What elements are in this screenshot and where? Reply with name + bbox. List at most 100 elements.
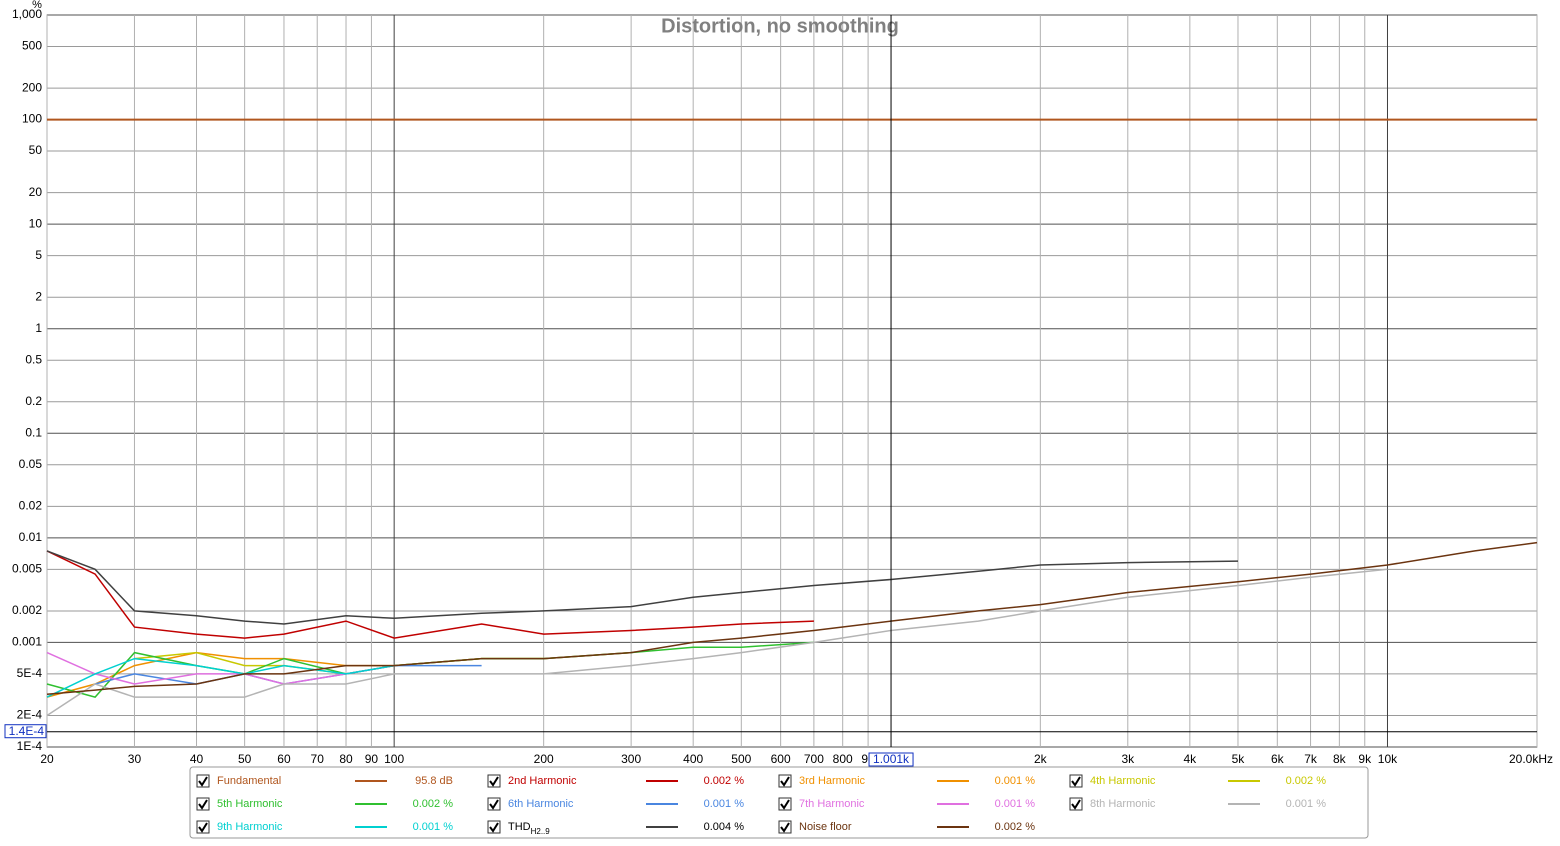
legend-reading: 0.002 % [704, 775, 745, 787]
legend-reading: 0.001 % [1286, 798, 1327, 810]
x-tick-label: 100 [384, 752, 404, 766]
legend-check [1071, 799, 1081, 810]
legend-name: 8th Harmonic [1090, 798, 1156, 810]
legend-check [489, 822, 499, 833]
series-line [46, 550, 814, 639]
legend-name-text: 7th Harmonic [799, 798, 865, 810]
legend-reading: 0.002 % [995, 821, 1036, 833]
x-tick-label: 50 [238, 752, 252, 766]
y-tick-label: 10 [29, 216, 43, 230]
y-tick-label: 0.02 [19, 499, 43, 513]
x-tick-label: 9k [1358, 752, 1372, 766]
legend-name-text: 4th Harmonic [1090, 775, 1156, 787]
y-tick-label: 0.05 [19, 457, 43, 471]
legend-items: Fundamental 95.8 dB 2nd Harmonic 0.002 % 3rd… [196, 774, 1327, 836]
legend-check [780, 799, 790, 810]
legend-check [489, 799, 499, 810]
legend-name-text: Fundamental [217, 775, 281, 787]
x-tick-label: 600 [771, 752, 791, 766]
x-tick-label: 500 [731, 752, 751, 766]
x-tick-label: 800 [833, 752, 853, 766]
y-tick-label: 0.001 [12, 635, 42, 649]
series-lines [46, 118, 1538, 717]
legend-name: 5th Harmonic [217, 798, 283, 810]
x-tick-label: 8k [1333, 752, 1347, 766]
y-tick-label: 0.2 [25, 394, 42, 408]
cursor-x-label: 1.001k [873, 752, 910, 766]
legend-name-text: Noise floor [799, 821, 852, 833]
chart-title: Distortion, no smoothing [661, 15, 899, 37]
legend-name: 3rd Harmonic [799, 775, 866, 787]
cursor-box [868, 752, 914, 767]
legend-name-subscript: H2..9 [531, 827, 551, 836]
x-tick-label: 300 [621, 752, 641, 766]
x-tick-label: 2k [1034, 752, 1048, 766]
series-line [46, 541, 1538, 695]
legend-name-text: 3rd Harmonic [799, 775, 866, 787]
y-tick-label: 0.002 [12, 603, 42, 617]
x-tick-label: 5k [1232, 752, 1246, 766]
plot-area [46, 14, 1538, 748]
legend-check [198, 799, 208, 810]
legend-name: 4th Harmonic [1090, 775, 1156, 787]
y-tick-label: 0.5 [25, 352, 42, 366]
legend-name-text: 2nd Harmonic [508, 775, 577, 787]
legend-check [1071, 776, 1081, 787]
y-tick-label: 0.01 [19, 530, 43, 544]
y-tick-label: 0.005 [12, 562, 42, 576]
y-tick-label: 1,000 [12, 7, 42, 21]
x-tick-label: 10k [1378, 752, 1398, 766]
legend-name-text: 5th Harmonic [217, 798, 283, 810]
y-tick-label: 500 [22, 39, 42, 53]
legend-reading: 95.8 dB [415, 775, 453, 787]
x-tick-label: 20.0kHz [1509, 752, 1553, 766]
cursor-y-label: 1.4E-4 [9, 724, 45, 738]
x-tick-label: 40 [190, 752, 204, 766]
series-line [46, 657, 395, 698]
grid [46, 14, 1538, 748]
y-tick-label: 2 [35, 289, 42, 303]
legend-check [489, 776, 499, 787]
cursor-box [4, 724, 47, 739]
legend-check [198, 776, 208, 787]
legend-reading: 0.001 % [995, 775, 1036, 787]
x-tick-label: 70 [311, 752, 325, 766]
x-tick-label: 700 [804, 752, 824, 766]
legend-check [780, 776, 790, 787]
legend-name-text: 8th Harmonic [1090, 798, 1156, 810]
x-tick-label: 60 [277, 752, 291, 766]
x-tick-label: 3k [1121, 752, 1135, 766]
x-tick-label: 30 [128, 752, 142, 766]
series-line [46, 651, 395, 685]
legend-reading: 0.001 % [704, 798, 745, 810]
legend-name: 7th Harmonic [799, 798, 865, 810]
legend-name-text: THD [508, 821, 531, 833]
legend-name: Noise floor [799, 821, 852, 833]
x-tick-label: 90 [365, 752, 379, 766]
y-tick-label: 0.1 [25, 425, 42, 439]
legend-name-text: 9th Harmonic [217, 821, 283, 833]
legend-name: 6th Harmonic [508, 798, 574, 810]
legend-reading: 0.001 % [995, 798, 1036, 810]
y-tick-label: 200 [22, 80, 42, 94]
legend-check [198, 822, 208, 833]
x-tick-label: 400 [683, 752, 703, 766]
x-tick-label: 200 [534, 752, 554, 766]
legend-reading: 0.004 % [704, 821, 745, 833]
legend-check [780, 822, 790, 833]
y-tick-label: 1E-4 [17, 739, 43, 753]
x-tick-label: 4k [1184, 752, 1198, 766]
x-tick-label: 20 [40, 752, 54, 766]
legend-reading: 0.002 % [413, 798, 454, 810]
y-unit: % [32, 0, 42, 11]
y-tick-label: 5 [35, 248, 42, 262]
series-line [46, 568, 1388, 717]
y-tick-label: 100 [22, 112, 42, 126]
legend-reading: 0.001 % [413, 821, 454, 833]
legend-name: THDH2..9 [508, 821, 550, 836]
legend-name: 9th Harmonic [217, 821, 283, 833]
legend-name: Fundamental [217, 775, 281, 787]
legend-name: 2nd Harmonic [508, 775, 577, 787]
legend-name-text: 6th Harmonic [508, 798, 574, 810]
